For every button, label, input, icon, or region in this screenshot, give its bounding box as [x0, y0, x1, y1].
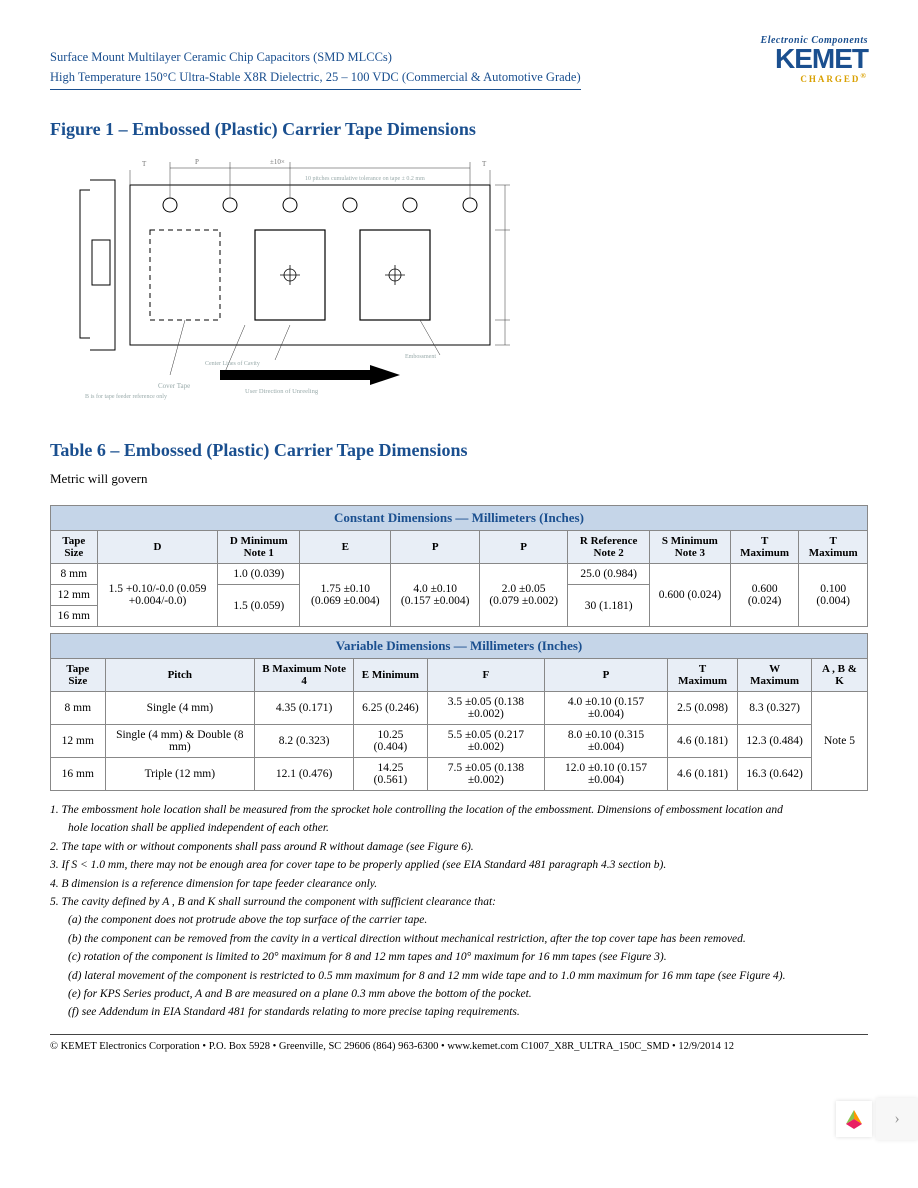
svg-text:T: T — [142, 160, 147, 168]
note-5b: (b) the component can be removed from th… — [50, 930, 868, 948]
tape-diagram-svg: T P ±10× T — [70, 150, 510, 410]
note-2: 2. The tape with or without components s… — [50, 841, 474, 853]
label-cover-tape: Cover Tape — [158, 382, 190, 390]
table6-title: Table 6 – Embossed (Plastic) Carrier Tap… — [50, 440, 868, 461]
note-4: 4. B dimension is a reference dimension … — [50, 878, 377, 890]
note-5a: (a) the component does not protrude abov… — [50, 911, 868, 929]
label-arrow: User Direction of Unreeling — [245, 388, 319, 395]
col-P1: P — [391, 531, 479, 564]
table6-variable: Variable Dimensions — Millimeters (Inche… — [50, 633, 868, 791]
table-row: 16 mm Triple (12 mm) 12.1 (0.476) 14.25 … — [51, 758, 868, 791]
next-page-button[interactable]: › — [876, 1098, 918, 1140]
note-5f: (f) see Addendum in EIA Standard 481 for… — [50, 1003, 868, 1021]
table-row: 8 mm Single (4 mm) 4.35 (0.171) 6.25 (0.… — [51, 692, 868, 725]
page-container: Electronic Components KEMET CHARGED® Sur… — [0, 0, 918, 1140]
note-1: 1. The embossment hole location shall be… — [50, 804, 783, 816]
viewer-controls: › — [836, 1098, 918, 1140]
col-Dmin: D Minimum Note 1 — [218, 531, 300, 564]
metric-note: Metric will govern — [50, 471, 868, 487]
col-E: E — [300, 531, 391, 564]
label-pitch-tol: 10 pitches cumulative tolerance on tape … — [305, 176, 425, 182]
chevron-right-icon: › — [894, 1110, 899, 1128]
table-row: 8 mm 1.5 +0.10/-0.0 (0.059 +0.004/-0.0) … — [51, 564, 868, 585]
label-center-lines: Center Lines of Cavity — [205, 360, 260, 367]
col-Tmax2: T Maximum — [799, 531, 868, 564]
table6-constant: Constant Dimensions — Millimeters (Inche… — [50, 505, 868, 627]
figure1-diagram: T P ±10× T — [70, 150, 510, 410]
figure1-title: Figure 1 – Embossed (Plastic) Carrier Ta… — [50, 119, 868, 140]
note-5c: (c) rotation of the component is limited… — [50, 948, 868, 966]
direction-arrow — [220, 365, 400, 385]
col-Tmax1: T Maximum — [730, 531, 799, 564]
col-tape-size: Tape Size — [51, 531, 98, 564]
var-section-header: Variable Dimensions — Millimeters (Inche… — [51, 634, 868, 659]
page-footer: © KEMET Electronics Corporation • P.O. B… — [50, 1041, 868, 1052]
viewer-logo-icon[interactable] — [836, 1101, 872, 1137]
footnotes: 1. The embossment hole location shall be… — [50, 801, 868, 1035]
note-5: 5. The cavity defined by A , B and K sha… — [50, 896, 496, 908]
svg-text:P: P — [195, 158, 199, 166]
label-emboss: Embossment — [405, 354, 436, 360]
note-5d: (d) lateral movement of the component is… — [50, 967, 868, 985]
note-3: 3. If S < 1.0 mm, there may not be enoug… — [50, 859, 666, 871]
doc-header-line1: Surface Mount Multilayer Ceramic Chip Ca… — [50, 50, 868, 65]
const-section-header: Constant Dimensions — Millimeters (Inche… — [51, 506, 868, 531]
col-D: D — [97, 531, 218, 564]
table-row: 12 mm Single (4 mm) & Double (8 mm) 8.2 … — [51, 725, 868, 758]
col-Smin: S Minimum Note 3 — [649, 531, 730, 564]
svg-text:±10×: ±10× — [270, 158, 285, 166]
doc-header-line2: High Temperature 150°C Ultra-Stable X8R … — [50, 70, 581, 90]
col-P2: P — [479, 531, 567, 564]
logo-main: KEMET — [761, 46, 868, 71]
col-R: R Reference Note 2 — [568, 531, 650, 564]
note-5e: (e) for KPS Series product, A and B are … — [50, 985, 868, 1003]
logo-block: Electronic Components KEMET CHARGED® — [761, 35, 868, 84]
svg-text:T: T — [482, 160, 487, 168]
label-B-note: B is for tape feeder reference only — [85, 393, 167, 400]
note-1b: hole location shall be applied independe… — [50, 819, 868, 837]
